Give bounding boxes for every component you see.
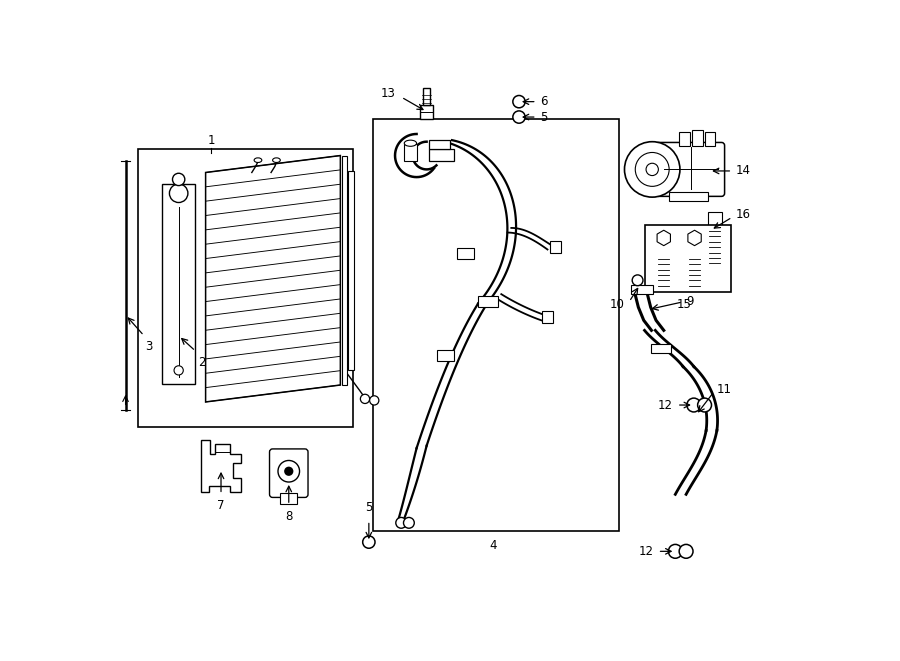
Text: 10: 10 bbox=[609, 298, 625, 311]
Text: 4: 4 bbox=[490, 539, 498, 553]
Bar bbox=[163, 184, 194, 384]
Bar bbox=[644, 225, 731, 292]
Bar bbox=[542, 311, 553, 323]
Text: 5: 5 bbox=[540, 110, 547, 124]
Bar bbox=[457, 248, 474, 258]
Circle shape bbox=[169, 184, 188, 202]
Polygon shape bbox=[205, 155, 340, 402]
Bar bbox=[651, 344, 670, 354]
Circle shape bbox=[360, 394, 370, 403]
Text: 2: 2 bbox=[198, 356, 205, 369]
Circle shape bbox=[396, 518, 407, 528]
Circle shape bbox=[513, 95, 526, 108]
Bar bbox=[280, 493, 297, 504]
Text: 1: 1 bbox=[207, 134, 215, 147]
Circle shape bbox=[698, 398, 712, 412]
FancyBboxPatch shape bbox=[269, 449, 308, 498]
Bar bbox=[403, 144, 418, 161]
Bar bbox=[669, 192, 707, 201]
Bar bbox=[680, 132, 690, 145]
Bar bbox=[429, 149, 454, 161]
Circle shape bbox=[513, 111, 526, 123]
Text: 8: 8 bbox=[285, 510, 292, 523]
Bar bbox=[342, 155, 346, 385]
Text: 14: 14 bbox=[735, 165, 751, 177]
Bar bbox=[420, 104, 433, 118]
FancyBboxPatch shape bbox=[655, 143, 724, 196]
Circle shape bbox=[687, 398, 701, 412]
Bar bbox=[138, 149, 354, 426]
Circle shape bbox=[370, 396, 379, 405]
Circle shape bbox=[646, 163, 659, 176]
Polygon shape bbox=[201, 440, 241, 492]
Ellipse shape bbox=[254, 158, 262, 163]
Text: 16: 16 bbox=[735, 208, 751, 221]
Bar bbox=[423, 88, 430, 104]
Circle shape bbox=[632, 275, 643, 286]
Text: 3: 3 bbox=[146, 340, 153, 354]
Bar bbox=[707, 212, 722, 225]
Circle shape bbox=[174, 366, 184, 375]
Bar bbox=[705, 132, 716, 145]
Text: 13: 13 bbox=[381, 87, 396, 100]
Bar bbox=[692, 130, 703, 145]
Text: 6: 6 bbox=[540, 95, 547, 108]
Circle shape bbox=[363, 536, 375, 548]
Bar bbox=[632, 285, 653, 294]
Bar bbox=[348, 171, 355, 369]
Text: 9: 9 bbox=[686, 295, 694, 308]
Text: 7: 7 bbox=[217, 499, 225, 512]
Text: 15: 15 bbox=[677, 298, 692, 311]
Text: 12: 12 bbox=[658, 399, 673, 412]
Circle shape bbox=[403, 518, 414, 528]
Ellipse shape bbox=[273, 158, 280, 163]
Circle shape bbox=[278, 461, 300, 482]
Circle shape bbox=[284, 467, 293, 476]
Circle shape bbox=[669, 545, 682, 559]
Circle shape bbox=[680, 545, 693, 559]
Bar bbox=[429, 140, 451, 149]
Circle shape bbox=[625, 141, 680, 197]
Text: 5: 5 bbox=[365, 502, 373, 514]
Circle shape bbox=[635, 153, 670, 186]
Circle shape bbox=[173, 173, 184, 186]
Text: 12: 12 bbox=[639, 545, 653, 558]
Bar bbox=[373, 118, 619, 531]
Text: 11: 11 bbox=[717, 383, 732, 396]
Ellipse shape bbox=[404, 140, 417, 146]
Bar bbox=[550, 241, 561, 253]
Bar bbox=[436, 350, 454, 361]
Bar bbox=[478, 297, 499, 307]
